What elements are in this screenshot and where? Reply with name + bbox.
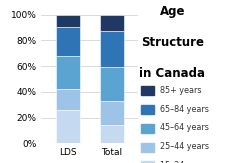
Bar — [55, 56, 79, 89]
Bar — [99, 125, 123, 143]
Bar — [55, 15, 79, 28]
Text: Structure: Structure — [140, 36, 203, 49]
Text: 45–64 years: 45–64 years — [159, 123, 208, 133]
Text: Age: Age — [159, 5, 184, 18]
Bar — [99, 31, 123, 67]
Bar — [99, 101, 123, 125]
Text: 15–24 years: 15–24 years — [159, 161, 208, 163]
Bar — [99, 15, 123, 31]
Text: 85+ years: 85+ years — [159, 86, 200, 95]
Bar — [99, 67, 123, 101]
Bar — [55, 110, 79, 143]
Bar — [55, 28, 79, 56]
Text: in Canada: in Canada — [139, 67, 204, 80]
Text: 65–84 years: 65–84 years — [159, 105, 208, 114]
Text: 25–44 years: 25–44 years — [159, 142, 208, 151]
Bar — [55, 89, 79, 110]
